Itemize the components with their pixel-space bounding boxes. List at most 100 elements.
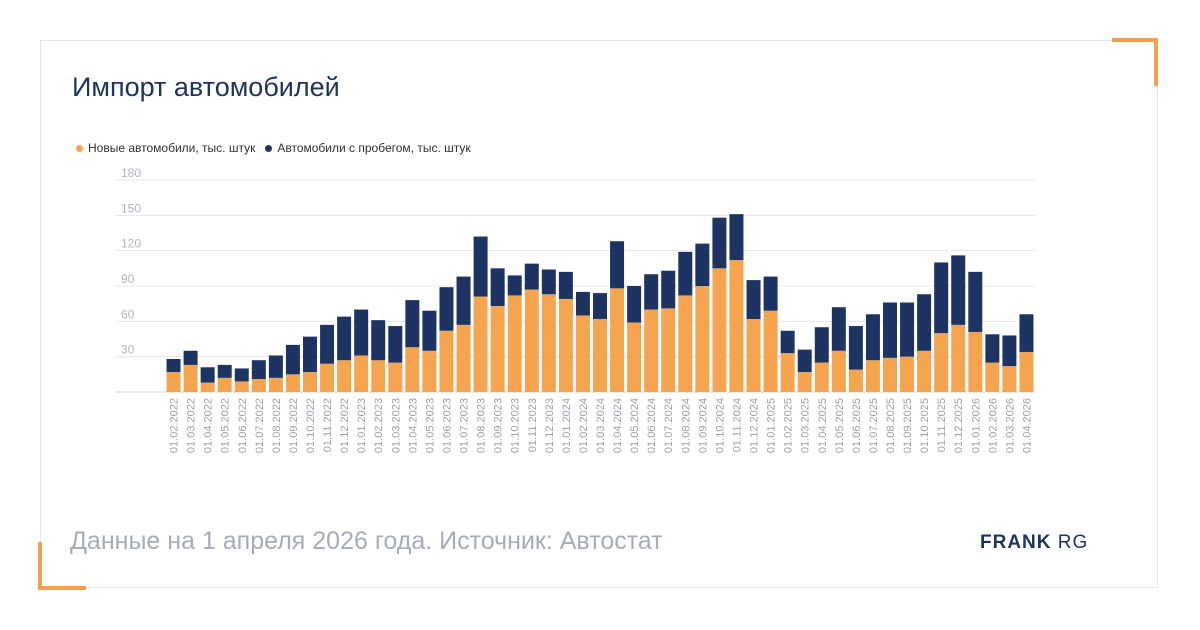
bar-used <box>354 309 369 356</box>
bar-used <box>831 307 846 351</box>
bar-new <box>422 350 437 392</box>
bar-new <box>166 371 181 392</box>
x-tick-label: 01.05.2025 <box>834 398 846 453</box>
x-tick-label: 01.08.2024 <box>680 398 692 453</box>
bar-used <box>968 271 983 332</box>
bar-new <box>900 356 915 392</box>
bar-used <box>763 276 778 311</box>
logo-light: RG <box>1057 532 1089 553</box>
bar-used <box>934 262 949 334</box>
bar-used <box>797 349 812 372</box>
bar-new <box>388 362 403 392</box>
bar-new <box>917 350 932 392</box>
x-tick-label: 01.11.2023 <box>527 398 539 452</box>
chart-title: Импорт автомобилей <box>72 72 340 102</box>
bar-new <box>848 369 863 392</box>
bar-used <box>848 326 863 370</box>
x-tick-label: 01.04.2022 <box>203 398 215 453</box>
legend-item-used: Автомобили с пробегом, тыс. штук <box>265 141 471 155</box>
x-tick-label: 01.10.2022 <box>305 398 317 453</box>
legend-dot-new <box>76 144 83 152</box>
x-tick-label: 01.06.2022 <box>237 398 249 453</box>
bar-used <box>337 316 352 361</box>
bar-used <box>575 291 590 316</box>
x-tick-label: 01.09.2025 <box>902 398 914 453</box>
footer-source: Данные на 1 апреля 2026 года. Источник: … <box>70 527 663 555</box>
bar-new <box>371 360 386 392</box>
bar-new <box>456 324 471 392</box>
x-tick-label: 01.01.2025 <box>766 398 778 453</box>
bar-used <box>883 302 897 358</box>
bar-used <box>388 326 403 363</box>
bar-new <box>968 331 983 392</box>
bar-used <box>268 355 283 378</box>
bar-used <box>610 241 625 289</box>
bar-new <box>575 315 590 392</box>
y-tick-label: 120 <box>121 237 141 251</box>
x-tick-label: 01.10.2023 <box>510 398 522 453</box>
corner-accent-top-right <box>1112 38 1158 86</box>
bar-new <box>951 324 966 392</box>
bar-used <box>217 364 232 378</box>
x-tick-label: 01.09.2024 <box>697 398 709 453</box>
x-tick-label: 01.08.2023 <box>476 398 488 453</box>
brand-logo: FRANK RG <box>980 532 1088 554</box>
bar-new <box>865 360 880 392</box>
bar-new <box>746 318 761 392</box>
x-tick-label: 01.04.2023 <box>407 398 419 453</box>
bar-new <box>627 322 642 392</box>
bar-new <box>763 310 778 392</box>
bar-used <box>985 334 1000 363</box>
bar-new <box>610 288 625 392</box>
bar-used <box>746 280 761 319</box>
x-tick-label: 01.08.2022 <box>271 398 283 453</box>
x-tick-label: 01.12.2023 <box>544 398 556 453</box>
x-tick-label: 01.03.2022 <box>186 398 198 453</box>
bar-new <box>251 379 266 392</box>
bar-new <box>695 286 710 392</box>
bar-new <box>200 382 215 392</box>
bar-used <box>1019 314 1034 352</box>
x-tick-label: 01.02.2024 <box>578 398 590 453</box>
bar-new <box>268 377 283 392</box>
x-tick-label: 01.08.2025 <box>885 398 897 453</box>
x-tick-label: 01.02.2026 <box>987 398 999 453</box>
bar-new <box>934 333 949 392</box>
x-tick-label: 01.05.2022 <box>220 398 232 453</box>
bar-new <box>439 330 454 392</box>
y-tick-label: 180 <box>121 166 141 180</box>
bar-new <box>558 298 573 392</box>
y-tick-label: 150 <box>121 201 141 215</box>
bar-used <box>661 270 676 309</box>
bar-new <box>337 360 352 392</box>
bar-used <box>900 302 915 357</box>
x-tick-label: 01.04.2024 <box>612 398 624 453</box>
bar-new <box>883 357 897 392</box>
bar-new <box>217 377 232 392</box>
x-tick-label: 01.12.2025 <box>953 398 965 453</box>
bar-new <box>473 296 488 392</box>
bar-used <box>405 300 420 348</box>
bar-new <box>644 309 659 392</box>
bar-used <box>814 327 829 363</box>
bar-new <box>1002 366 1017 392</box>
x-tick-label: 01.11.2022 <box>322 398 334 452</box>
y-tick-label: 60 <box>121 307 135 321</box>
bar-used <box>558 271 573 299</box>
x-tick-label: 01.03.2023 <box>390 398 402 453</box>
bar-used <box>917 294 932 351</box>
x-tick-label: 01.07.2023 <box>459 398 471 453</box>
x-tick-label: 01.04.2026 <box>1021 398 1033 453</box>
bar-used <box>627 286 642 323</box>
legend: Новые автомобили, тыс. штук Автомобили с… <box>76 141 471 155</box>
x-tick-label: 01.06.2024 <box>646 398 658 453</box>
legend-item-new: Новые автомобили, тыс. штук <box>76 141 255 155</box>
x-tick-label: 01.01.2023 <box>356 398 368 453</box>
x-tick-label: 01.02.2025 <box>783 398 795 453</box>
legend-label-used: Автомобили с пробегом, тыс. штук <box>277 141 471 155</box>
x-tick-label: 01.07.2025 <box>868 398 880 453</box>
x-tick-label: 01.03.2024 <box>595 398 607 453</box>
bar-used <box>729 214 744 261</box>
bar-used <box>183 350 198 365</box>
